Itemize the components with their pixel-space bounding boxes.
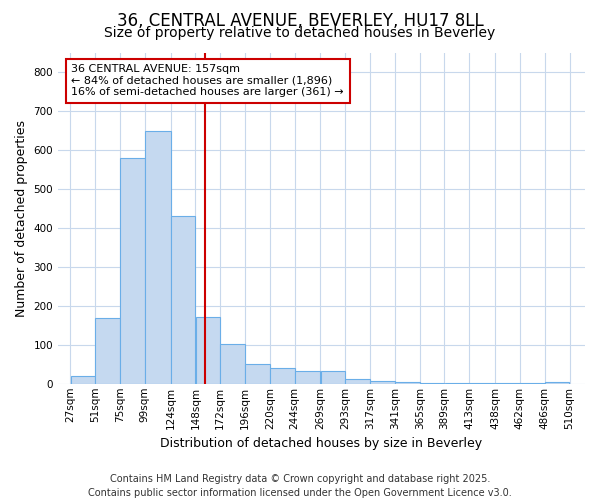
Text: 36 CENTRAL AVENUE: 157sqm
← 84% of detached houses are smaller (1,896)
16% of se: 36 CENTRAL AVENUE: 157sqm ← 84% of detac… bbox=[71, 64, 344, 98]
Bar bbox=[545, 382, 569, 384]
Text: Contains HM Land Registry data © Crown copyright and database right 2025.
Contai: Contains HM Land Registry data © Crown c… bbox=[88, 474, 512, 498]
Bar bbox=[370, 380, 395, 384]
Y-axis label: Number of detached properties: Number of detached properties bbox=[15, 120, 28, 316]
Bar bbox=[245, 364, 270, 384]
Bar bbox=[445, 383, 469, 384]
X-axis label: Distribution of detached houses by size in Beverley: Distribution of detached houses by size … bbox=[160, 437, 482, 450]
Bar bbox=[420, 382, 445, 384]
Text: Size of property relative to detached houses in Beverley: Size of property relative to detached ho… bbox=[104, 26, 496, 40]
Bar bbox=[95, 318, 120, 384]
Bar bbox=[120, 158, 145, 384]
Bar bbox=[71, 376, 95, 384]
Bar bbox=[395, 382, 419, 384]
Text: 36, CENTRAL AVENUE, BEVERLEY, HU17 8LL: 36, CENTRAL AVENUE, BEVERLEY, HU17 8LL bbox=[116, 12, 484, 30]
Bar bbox=[196, 316, 220, 384]
Bar bbox=[270, 368, 295, 384]
Bar bbox=[295, 371, 320, 384]
Bar bbox=[145, 131, 170, 384]
Bar bbox=[346, 379, 370, 384]
Bar bbox=[220, 344, 245, 384]
Bar bbox=[320, 371, 345, 384]
Bar bbox=[171, 216, 196, 384]
